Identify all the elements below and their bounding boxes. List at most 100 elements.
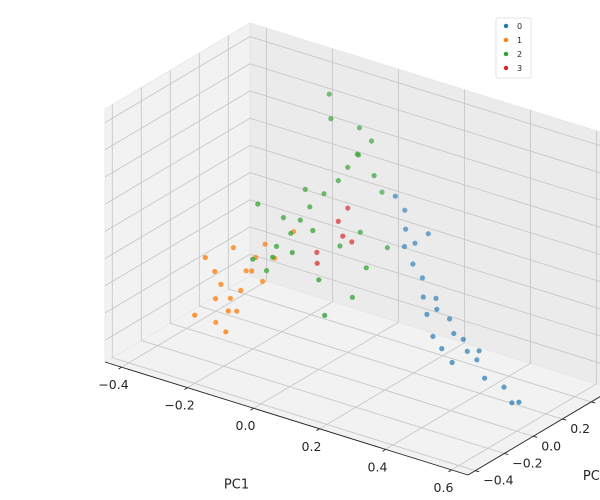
data-point-series-2 [337, 243, 343, 249]
data-point-series-2 [384, 245, 390, 251]
data-point-series-3 [314, 260, 320, 266]
data-point-series-2 [335, 178, 341, 184]
x-tick-label: 0.0 [236, 418, 256, 433]
y-tick-mark [591, 401, 596, 404]
data-point-series-3 [340, 233, 346, 239]
legend-label-3: 3 [517, 64, 522, 73]
x-tick-label: −0.2 [164, 398, 194, 413]
data-point-series-2 [289, 249, 295, 256]
y-gridline [227, 35, 592, 403]
z-gridline [104, 226, 600, 337]
data-point-series-0 [449, 359, 455, 366]
data-point-series-2 [310, 227, 316, 234]
x-gridline [319, 89, 465, 430]
data-point-series-0 [434, 306, 440, 312]
data-point-series-2 [371, 173, 377, 179]
y-gridline [169, 70, 534, 437]
data-point-series-1 [202, 254, 208, 261]
x-gridline [385, 110, 531, 450]
data-point-series-0 [419, 275, 425, 281]
y-tick-label: 0.2 [570, 421, 590, 436]
chart-tick-labels: −0.4−0.20.00.20.40.6−0.4−0.20.00.20.4−0.… [98, 366, 600, 495]
legend-label-0: 0 [517, 22, 522, 31]
chart-gridlines [104, 28, 600, 472]
data-point-series-2 [355, 152, 362, 158]
data-point-series-2 [316, 277, 322, 283]
z-gridline [104, 199, 600, 310]
data-point-series-0 [464, 348, 470, 354]
x-axis-label: PC1 [224, 478, 249, 493]
y-tick-label: −0.4 [483, 473, 513, 488]
x-gridline [451, 130, 597, 471]
data-point-series-0 [509, 400, 515, 406]
data-point-series-0 [433, 295, 439, 301]
data-point-series-0 [410, 261, 416, 267]
y-tick-label: 0.0 [541, 438, 561, 453]
chart-axis-labels: PC1PC2PC3 [224, 469, 600, 493]
y-gridline [198, 53, 563, 420]
data-point-series-0 [403, 226, 409, 232]
z-gridline [104, 36, 600, 147]
data-point-series-0 [482, 375, 488, 381]
data-point-series-1 [234, 308, 240, 314]
x-tick-label: −0.4 [98, 377, 128, 392]
data-point-series-0 [424, 311, 430, 317]
data-point-series-2 [288, 230, 294, 236]
data-point-series-0 [392, 193, 398, 199]
y-axis-line [467, 396, 600, 476]
data-point-series-3 [345, 205, 351, 211]
x-tick-mark [448, 469, 452, 473]
data-point-series-2 [280, 215, 286, 221]
x-gridline [121, 28, 267, 368]
y-gridline [111, 104, 476, 472]
data-point-series-2 [363, 265, 369, 271]
data-point-series-3 [349, 239, 355, 245]
data-point-series-0 [474, 357, 480, 363]
data-point-series-1 [260, 278, 266, 284]
data-point-series-2 [302, 186, 308, 192]
data-point-series-2 [270, 254, 276, 260]
back-wall-pane [249, 22, 600, 386]
data-point-series-2 [357, 229, 363, 235]
z-gridline [104, 253, 600, 364]
chart-axes [104, 361, 600, 476]
x-tick-label: 0.6 [434, 480, 454, 495]
data-point-series-1 [249, 268, 255, 274]
data-point-series-2 [345, 164, 351, 170]
data-point-series-2 [349, 294, 355, 300]
x-tick-mark [382, 448, 386, 452]
legend-marker-0 [503, 23, 509, 29]
data-point-series-3 [335, 218, 341, 224]
data-point-series-0 [430, 333, 436, 339]
x-tick-label: 0.2 [302, 439, 322, 454]
x-gridline [187, 48, 333, 389]
data-point-series-1 [238, 287, 244, 294]
data-point-series-0 [451, 330, 457, 337]
data-point-series-1 [262, 241, 268, 247]
data-point-series-2 [255, 201, 261, 207]
data-point-series-1 [227, 295, 233, 301]
y-axis-label: PC2 [583, 469, 600, 484]
data-point-series-1 [243, 268, 249, 274]
chart-points [192, 91, 522, 406]
legend-label-1: 1 [517, 36, 522, 45]
y-tick-mark [504, 453, 509, 455]
data-point-series-1 [218, 281, 224, 287]
y-tick-mark [533, 435, 538, 438]
data-point-series-0 [420, 294, 426, 300]
data-point-series-0 [460, 336, 466, 342]
data-point-series-3 [314, 249, 320, 255]
data-point-series-2 [307, 204, 313, 210]
legend-box [495, 17, 532, 79]
z-gridline [104, 63, 600, 174]
x-tick-mark [250, 407, 254, 411]
data-point-series-1 [192, 312, 198, 318]
data-point-series-0 [412, 240, 418, 246]
chart-legend: 0 1 2 3 [495, 17, 532, 79]
data-point-series-2 [297, 217, 303, 223]
data-point-series-0 [447, 316, 453, 322]
data-point-series-0 [439, 346, 445, 352]
x-tick-mark [184, 387, 188, 391]
data-point-series-1 [230, 245, 236, 251]
